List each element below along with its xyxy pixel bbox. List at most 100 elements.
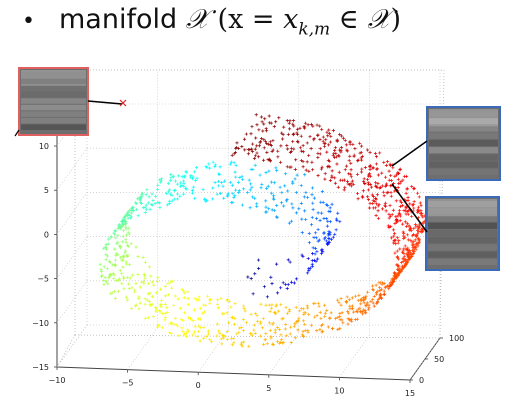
data-point	[139, 196, 143, 200]
data-point	[287, 221, 292, 225]
data-point	[254, 311, 258, 316]
data-point	[336, 211, 340, 215]
data-point	[246, 275, 250, 279]
data-point	[285, 119, 289, 123]
data-point	[346, 317, 350, 321]
data-point	[375, 167, 379, 171]
data-point	[337, 170, 341, 174]
data-point	[223, 334, 227, 338]
data-point	[128, 276, 132, 280]
data-point	[255, 151, 259, 155]
data-point	[327, 164, 331, 168]
data-point	[333, 149, 337, 153]
data-point	[168, 321, 172, 325]
data-point	[117, 223, 121, 227]
data-point	[255, 144, 259, 148]
data-point	[216, 298, 220, 302]
data-point	[411, 252, 415, 256]
data-point	[325, 224, 329, 228]
data-point	[409, 238, 413, 243]
sample-image-top-left-band	[21, 111, 86, 117]
data-point	[405, 233, 410, 237]
data-point	[279, 286, 283, 290]
data-point	[144, 203, 148, 207]
data-point	[326, 134, 330, 138]
data-point	[236, 146, 241, 150]
data-point	[293, 336, 297, 340]
data-point	[348, 154, 352, 158]
data-point	[164, 315, 168, 320]
data-point	[241, 187, 246, 191]
data-point	[148, 207, 152, 211]
data-point	[303, 173, 307, 177]
data-point	[335, 219, 339, 223]
data-point	[416, 241, 421, 245]
data-point	[102, 265, 106, 269]
data-point	[186, 330, 190, 334]
data-point	[129, 242, 133, 246]
grid-side-z	[56, 280, 88, 323]
data-point	[159, 179, 163, 183]
data-point	[412, 202, 416, 207]
data-point	[286, 258, 290, 262]
data-point	[127, 263, 132, 267]
data-point	[380, 184, 385, 188]
data-point	[326, 233, 330, 237]
data-point	[181, 192, 185, 196]
data-point	[232, 322, 237, 326]
data-point	[302, 307, 306, 311]
data-point	[356, 158, 360, 162]
data-point	[365, 177, 370, 182]
data-point	[421, 221, 425, 226]
data-point	[331, 326, 335, 331]
data-point	[114, 253, 118, 258]
data-point	[378, 292, 383, 296]
data-point	[141, 206, 145, 210]
data-point	[296, 132, 300, 137]
data-point	[364, 311, 368, 315]
connector-right-top	[391, 140, 428, 167]
data-point	[253, 272, 257, 276]
data-point	[397, 211, 401, 215]
data-point	[420, 211, 424, 215]
data-point	[334, 155, 339, 159]
data-point	[348, 142, 352, 146]
data-point	[402, 209, 406, 213]
data-point	[393, 174, 397, 178]
data-point	[237, 189, 241, 193]
data-point	[367, 174, 371, 178]
data-point	[279, 333, 283, 337]
data-point	[407, 224, 411, 228]
data-point	[398, 218, 402, 223]
data-point	[387, 226, 391, 230]
data-point	[346, 311, 351, 315]
data-point	[257, 128, 261, 132]
data-point	[410, 240, 414, 244]
data-point	[392, 234, 396, 238]
data-point	[373, 199, 377, 204]
data-point	[156, 276, 160, 280]
data-point	[163, 312, 167, 316]
data-point	[349, 184, 353, 188]
data-point	[300, 230, 304, 235]
data-point	[412, 240, 416, 244]
data-point	[380, 287, 384, 291]
data-point	[149, 274, 153, 278]
data-point	[326, 219, 330, 223]
data-point	[225, 337, 230, 341]
data-point	[173, 188, 177, 192]
data-point	[186, 316, 191, 320]
data-point	[230, 316, 234, 320]
data-point	[175, 182, 180, 186]
data-point	[179, 181, 183, 185]
data-point	[146, 201, 151, 205]
data-point	[170, 199, 174, 203]
data-point	[269, 275, 273, 279]
data-point	[138, 285, 142, 289]
data-point	[338, 317, 342, 322]
sample-image-top-left-band	[21, 85, 86, 91]
data-point	[294, 211, 299, 215]
data-point	[194, 165, 199, 170]
data-point	[366, 198, 371, 202]
data-point	[134, 201, 138, 205]
